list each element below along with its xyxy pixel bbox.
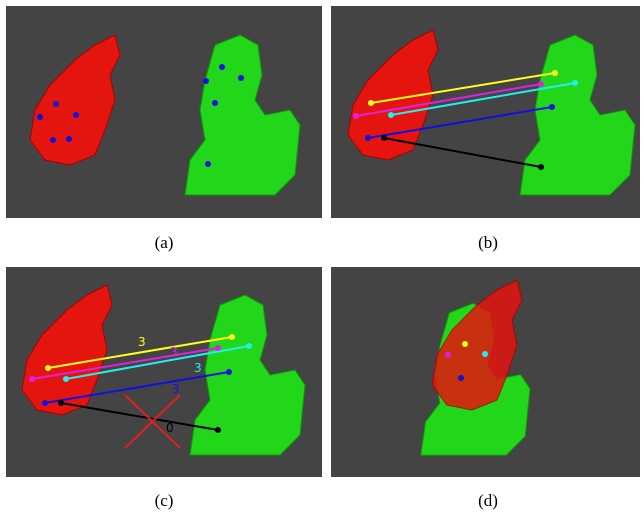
figure: (a) (b) 3 3 3 3 0 (c) (0, 0, 644, 512)
caption: (b) (478, 233, 498, 252)
caption: (d) (478, 491, 498, 510)
caption: (a) (155, 233, 174, 252)
match-label: 3 (170, 345, 178, 359)
caption: (c) (155, 491, 174, 510)
match-label: 3 (194, 361, 202, 375)
match-label: 0 (166, 421, 174, 435)
match-label: 3 (172, 382, 180, 396)
match-label: 3 (138, 335, 146, 349)
